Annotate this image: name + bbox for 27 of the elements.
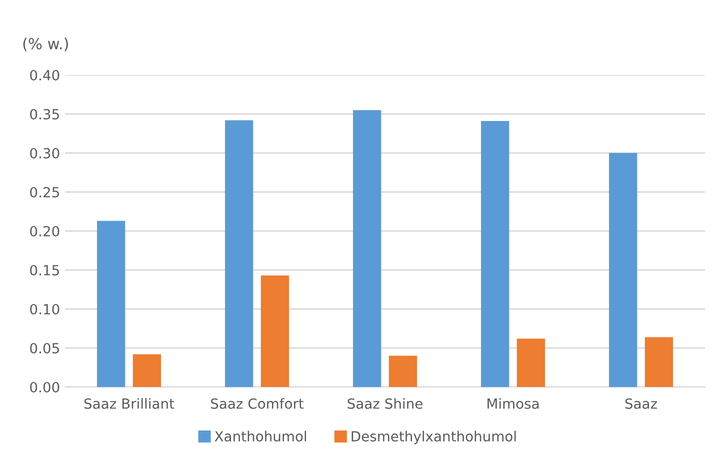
bar — [644, 337, 673, 387]
y-tick-label: 0.25 — [30, 186, 59, 198]
y-tick-label: 0.15 — [30, 264, 59, 276]
y-tick-label: 0.20 — [30, 226, 60, 236]
bar — [260, 275, 289, 387]
y-tick-label: 0.40 — [30, 70, 60, 80]
y-tick-label: 0.35 — [30, 108, 59, 120]
y-axis-title: (% w.) — [23, 38, 68, 52]
x-tick-label: Saaz Brilliant — [84, 398, 174, 409]
bar — [516, 338, 545, 387]
bar — [481, 121, 510, 387]
legend-label: Xanthohumol — [214, 430, 306, 442]
y-tick-label: 0.30 — [30, 148, 60, 158]
y-tick-label: 0.00 — [30, 382, 60, 392]
bar — [132, 354, 161, 387]
x-tick-label: Saaz Comfort — [211, 398, 304, 409]
y-tick-label: 0.05 — [30, 342, 59, 354]
x-tick-label: Saaz — [625, 398, 657, 409]
bar — [353, 110, 382, 387]
y-tick-label: 0.10 — [30, 304, 60, 314]
bar — [225, 120, 254, 387]
bar — [97, 220, 126, 387]
x-tick-label: Mimosa — [488, 398, 539, 409]
x-tick-label: Saaz Shine — [348, 398, 422, 409]
legend-label: Desmethylxanthohumol — [352, 430, 516, 444]
bar — [388, 356, 417, 387]
bar — [609, 153, 638, 387]
